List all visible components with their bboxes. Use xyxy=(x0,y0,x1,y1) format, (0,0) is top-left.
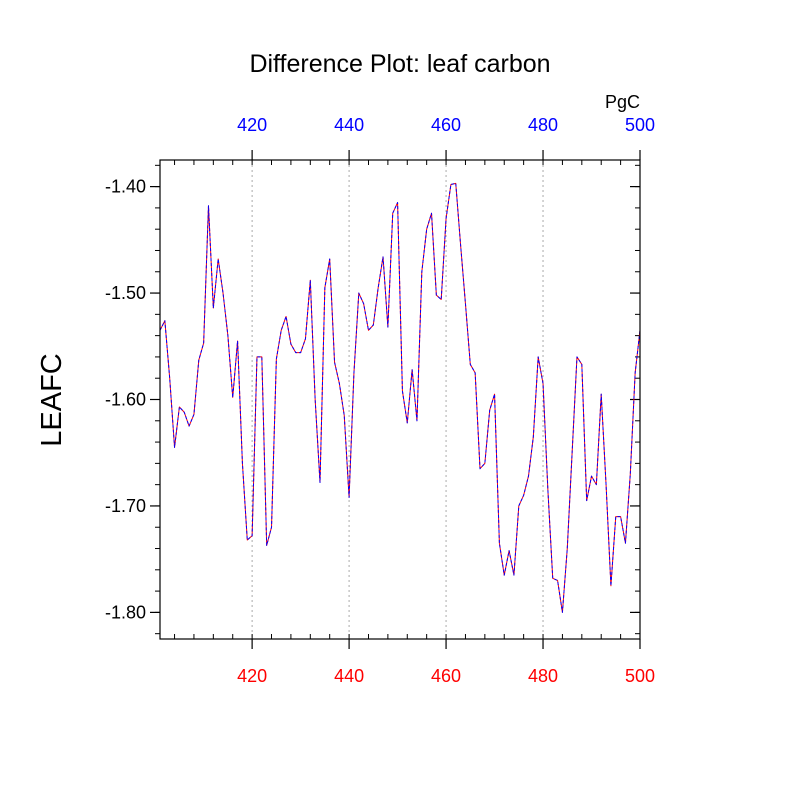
x-tick-label-bottom: 480 xyxy=(528,666,558,686)
series-layer xyxy=(159,182,641,613)
x-tick-label-bottom: 420 xyxy=(237,666,267,686)
tick-labels-layer: 420 420 440 440 460 460 480 480 500 500 -1.40 -1.50… xyxy=(105,115,655,686)
y-tick-label: -1.50 xyxy=(105,283,146,303)
y-tick-label: -1.70 xyxy=(105,496,146,516)
x-tick-label-bottom: 460 xyxy=(431,666,461,686)
x-tick-label-bottom: 440 xyxy=(334,666,364,686)
units-label: PgC xyxy=(605,92,640,112)
y-tick-label: -1.80 xyxy=(105,602,146,622)
x-tick-label-top: 500 xyxy=(625,115,655,135)
grid-layer xyxy=(251,160,544,639)
plot-frame xyxy=(159,159,641,640)
x-tick-label-top: 460 xyxy=(431,115,461,135)
series-2-line xyxy=(159,182,641,613)
x-tick-label-top: 440 xyxy=(334,115,364,135)
x-tick-label-top: 480 xyxy=(528,115,558,135)
x-tick-label-top: 420 xyxy=(237,115,267,135)
y-tick-label: -1.60 xyxy=(105,390,146,410)
y-axis-label: LEAFC xyxy=(36,353,68,446)
ticks-layer xyxy=(150,150,641,649)
x-tick-label-bottom: 500 xyxy=(625,666,655,686)
chart-title: Difference Plot: leaf carbon xyxy=(249,50,550,78)
series-1-line xyxy=(159,182,641,613)
y-tick-label: -1.40 xyxy=(105,177,146,197)
